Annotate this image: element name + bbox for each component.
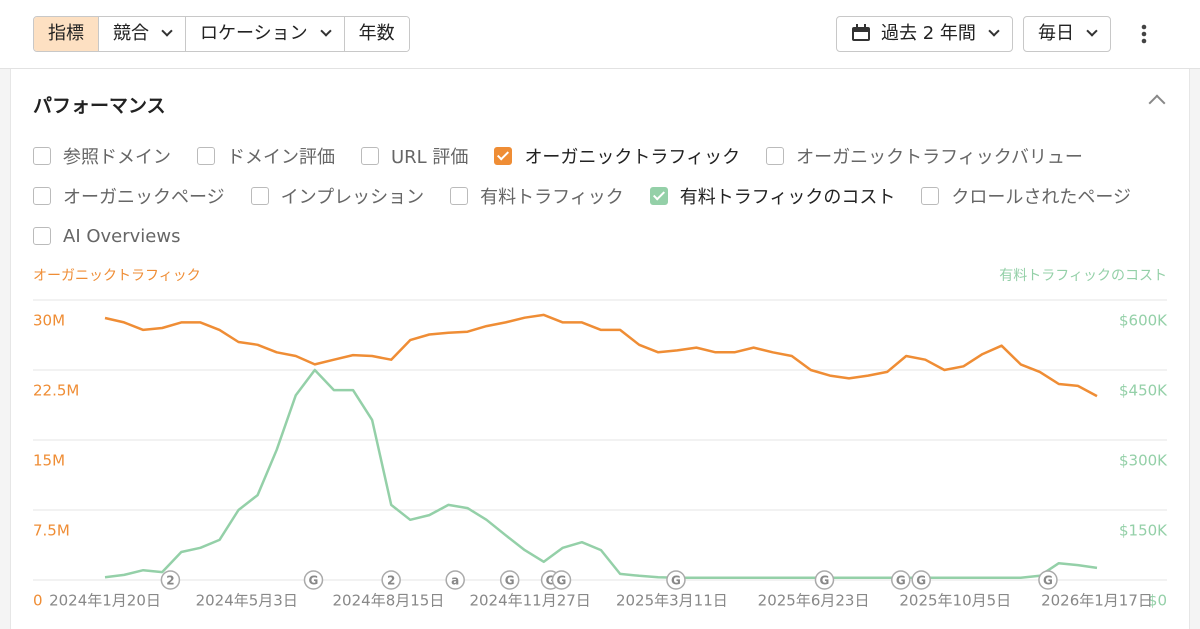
- y2-tick-label: $600K: [1119, 312, 1168, 330]
- more-menu[interactable]: [1140, 24, 1148, 44]
- tab[interactable]: 競合: [98, 17, 185, 51]
- period-button[interactable]: 過去 2 年間: [836, 16, 1013, 52]
- metric-option[interactable]: 有料トラフィック: [450, 183, 624, 209]
- annotation-marker: [891, 570, 911, 590]
- annotation-marker: [445, 570, 465, 590]
- metric-row: AI Overviews: [33, 216, 1157, 256]
- metric-option[interactable]: AI Overviews: [33, 226, 180, 247]
- annotation-label: G: [505, 574, 515, 588]
- metric-label: URL 評価: [391, 147, 469, 168]
- x-tick-label: 2024年5月3日: [196, 592, 298, 610]
- panel-title: パフォーマンス: [33, 95, 166, 117]
- annotation-label: G: [896, 574, 906, 588]
- x-tick-label: 2026年1月17日: [1041, 592, 1153, 610]
- metric-list: 参照ドメイン ドメイン評価 URL 評価 オーガニックトラフィック オーガニックトラフィ…: [33, 136, 1157, 256]
- annotation-label: 2: [387, 574, 395, 588]
- metric-label: 有料トラフィックのコスト: [679, 187, 896, 208]
- metric-option[interactable]: 有料トラフィックのコスト: [649, 183, 896, 209]
- x-tick-label: 2025年6月23日: [758, 592, 870, 610]
- checkbox[interactable]: [921, 187, 940, 205]
- series-line: [104, 313, 1098, 398]
- y2-tick-label: $0: [1148, 592, 1167, 610]
- annotation-marker: [911, 570, 931, 590]
- y-tick-label: 22.5M: [33, 382, 79, 400]
- annotation-marker: [303, 570, 324, 590]
- annotation-marker: [551, 570, 572, 590]
- y-axis-title: オーガニックトラフィック: [33, 268, 201, 284]
- metric-label: オーガニックページ: [63, 187, 225, 208]
- metric-label: オーガニックトラフィックバリュー: [796, 147, 1083, 168]
- checkbox[interactable]: [250, 187, 269, 205]
- y-tick-label: 30M: [33, 312, 65, 330]
- y-tick-label: 15M: [33, 452, 65, 470]
- metric-label: インプレッション: [280, 187, 425, 208]
- checkbox[interactable]: [33, 187, 51, 205]
- metric-option[interactable]: オーガニックトラフィックバリュー: [766, 143, 1083, 169]
- annotation-label: G: [546, 574, 556, 588]
- x-tick-label: 2024年1月20日: [49, 592, 161, 610]
- y-tick-label: 7.5M: [33, 522, 70, 540]
- checkbox[interactable]: [197, 147, 215, 165]
- y-tick-label: 0: [33, 592, 43, 610]
- tab[interactable]: 指標: [34, 17, 98, 51]
- calendar-icon: [852, 24, 870, 41]
- metric-label: クロールされたページ: [951, 187, 1132, 208]
- metric-row: オーガニックページ インプレッション 有料トラフィック 有料トラフィックのコスト クロー…: [33, 176, 1157, 216]
- x-tick-label: 2025年3月11日: [616, 592, 728, 610]
- tab[interactable]: 年数: [343, 17, 409, 51]
- metric-label: オーガニックトラフィック: [524, 147, 741, 168]
- metric-option[interactable]: クロールされたページ: [921, 183, 1131, 209]
- metric-label: AI Overviews: [63, 225, 181, 247]
- annotation-label: G: [1043, 574, 1053, 588]
- metric-option[interactable]: URL 評価: [361, 143, 468, 169]
- annotation-label: 2: [166, 574, 174, 588]
- annotation-label: G: [309, 574, 319, 588]
- metric-option[interactable]: 参照ドメイン: [33, 143, 171, 169]
- metric-option[interactable]: インプレッション: [250, 183, 425, 209]
- annotation-label: G: [671, 574, 681, 588]
- annotation-label: a: [451, 574, 459, 588]
- metric-option[interactable]: オーガニックトラフィック: [494, 143, 740, 169]
- checkbox[interactable]: [361, 147, 379, 165]
- checkbox[interactable]: [766, 147, 785, 165]
- metric-option[interactable]: オーガニックページ: [33, 183, 225, 209]
- annotation-marker: [666, 570, 686, 590]
- period-label: 過去 2 年間: [881, 23, 998, 44]
- checkbox[interactable]: [649, 187, 668, 205]
- annotation-marker: [160, 570, 181, 590]
- metric-label: ドメイン評価: [227, 147, 335, 168]
- x-tick-label: 2024年11月27日: [469, 592, 590, 610]
- metric-row: 参照ドメイン ドメイン評価 URL 評価 オーガニックトラフィック オーガニックトラフィ…: [33, 136, 1157, 176]
- annotation-marker: [1038, 570, 1058, 590]
- series-line: [104, 368, 1098, 579]
- interval-button[interactable]: 毎日: [1023, 16, 1111, 52]
- metric-label: 有料トラフィック: [480, 187, 624, 208]
- tab[interactable]: ロケーション: [185, 17, 344, 51]
- annotation-label: G: [916, 574, 926, 588]
- annotation-marker: [499, 570, 520, 590]
- annotation-label: G: [820, 574, 830, 588]
- tab-group: 指標 競合 ロケーション 年数: [33, 16, 410, 52]
- annotation-marker: [814, 570, 835, 590]
- y2-tick-label: $450K: [1119, 382, 1168, 400]
- checkbox[interactable]: [494, 147, 513, 165]
- x-tick-label: 2025年10月5日: [899, 592, 1011, 610]
- y2-tick-label: $300K: [1119, 452, 1168, 470]
- checkbox[interactable]: [450, 187, 469, 205]
- annotation-marker: [381, 570, 401, 590]
- annotation-label: G: [557, 574, 567, 588]
- x-tick-label: 2024年8月15日: [333, 592, 445, 610]
- checkbox[interactable]: [33, 147, 51, 165]
- checkbox[interactable]: [33, 227, 51, 245]
- metric-label: 参照ドメイン: [63, 147, 171, 168]
- metric-option[interactable]: ドメイン評価: [197, 143, 335, 169]
- toolbar: 指標 競合 ロケーション 年数 過去 2 年間 毎日: [0, 0, 1200, 69]
- y2-tick-label: $150K: [1119, 522, 1168, 540]
- y2-axis-title: 有料トラフィックのコスト: [999, 268, 1167, 284]
